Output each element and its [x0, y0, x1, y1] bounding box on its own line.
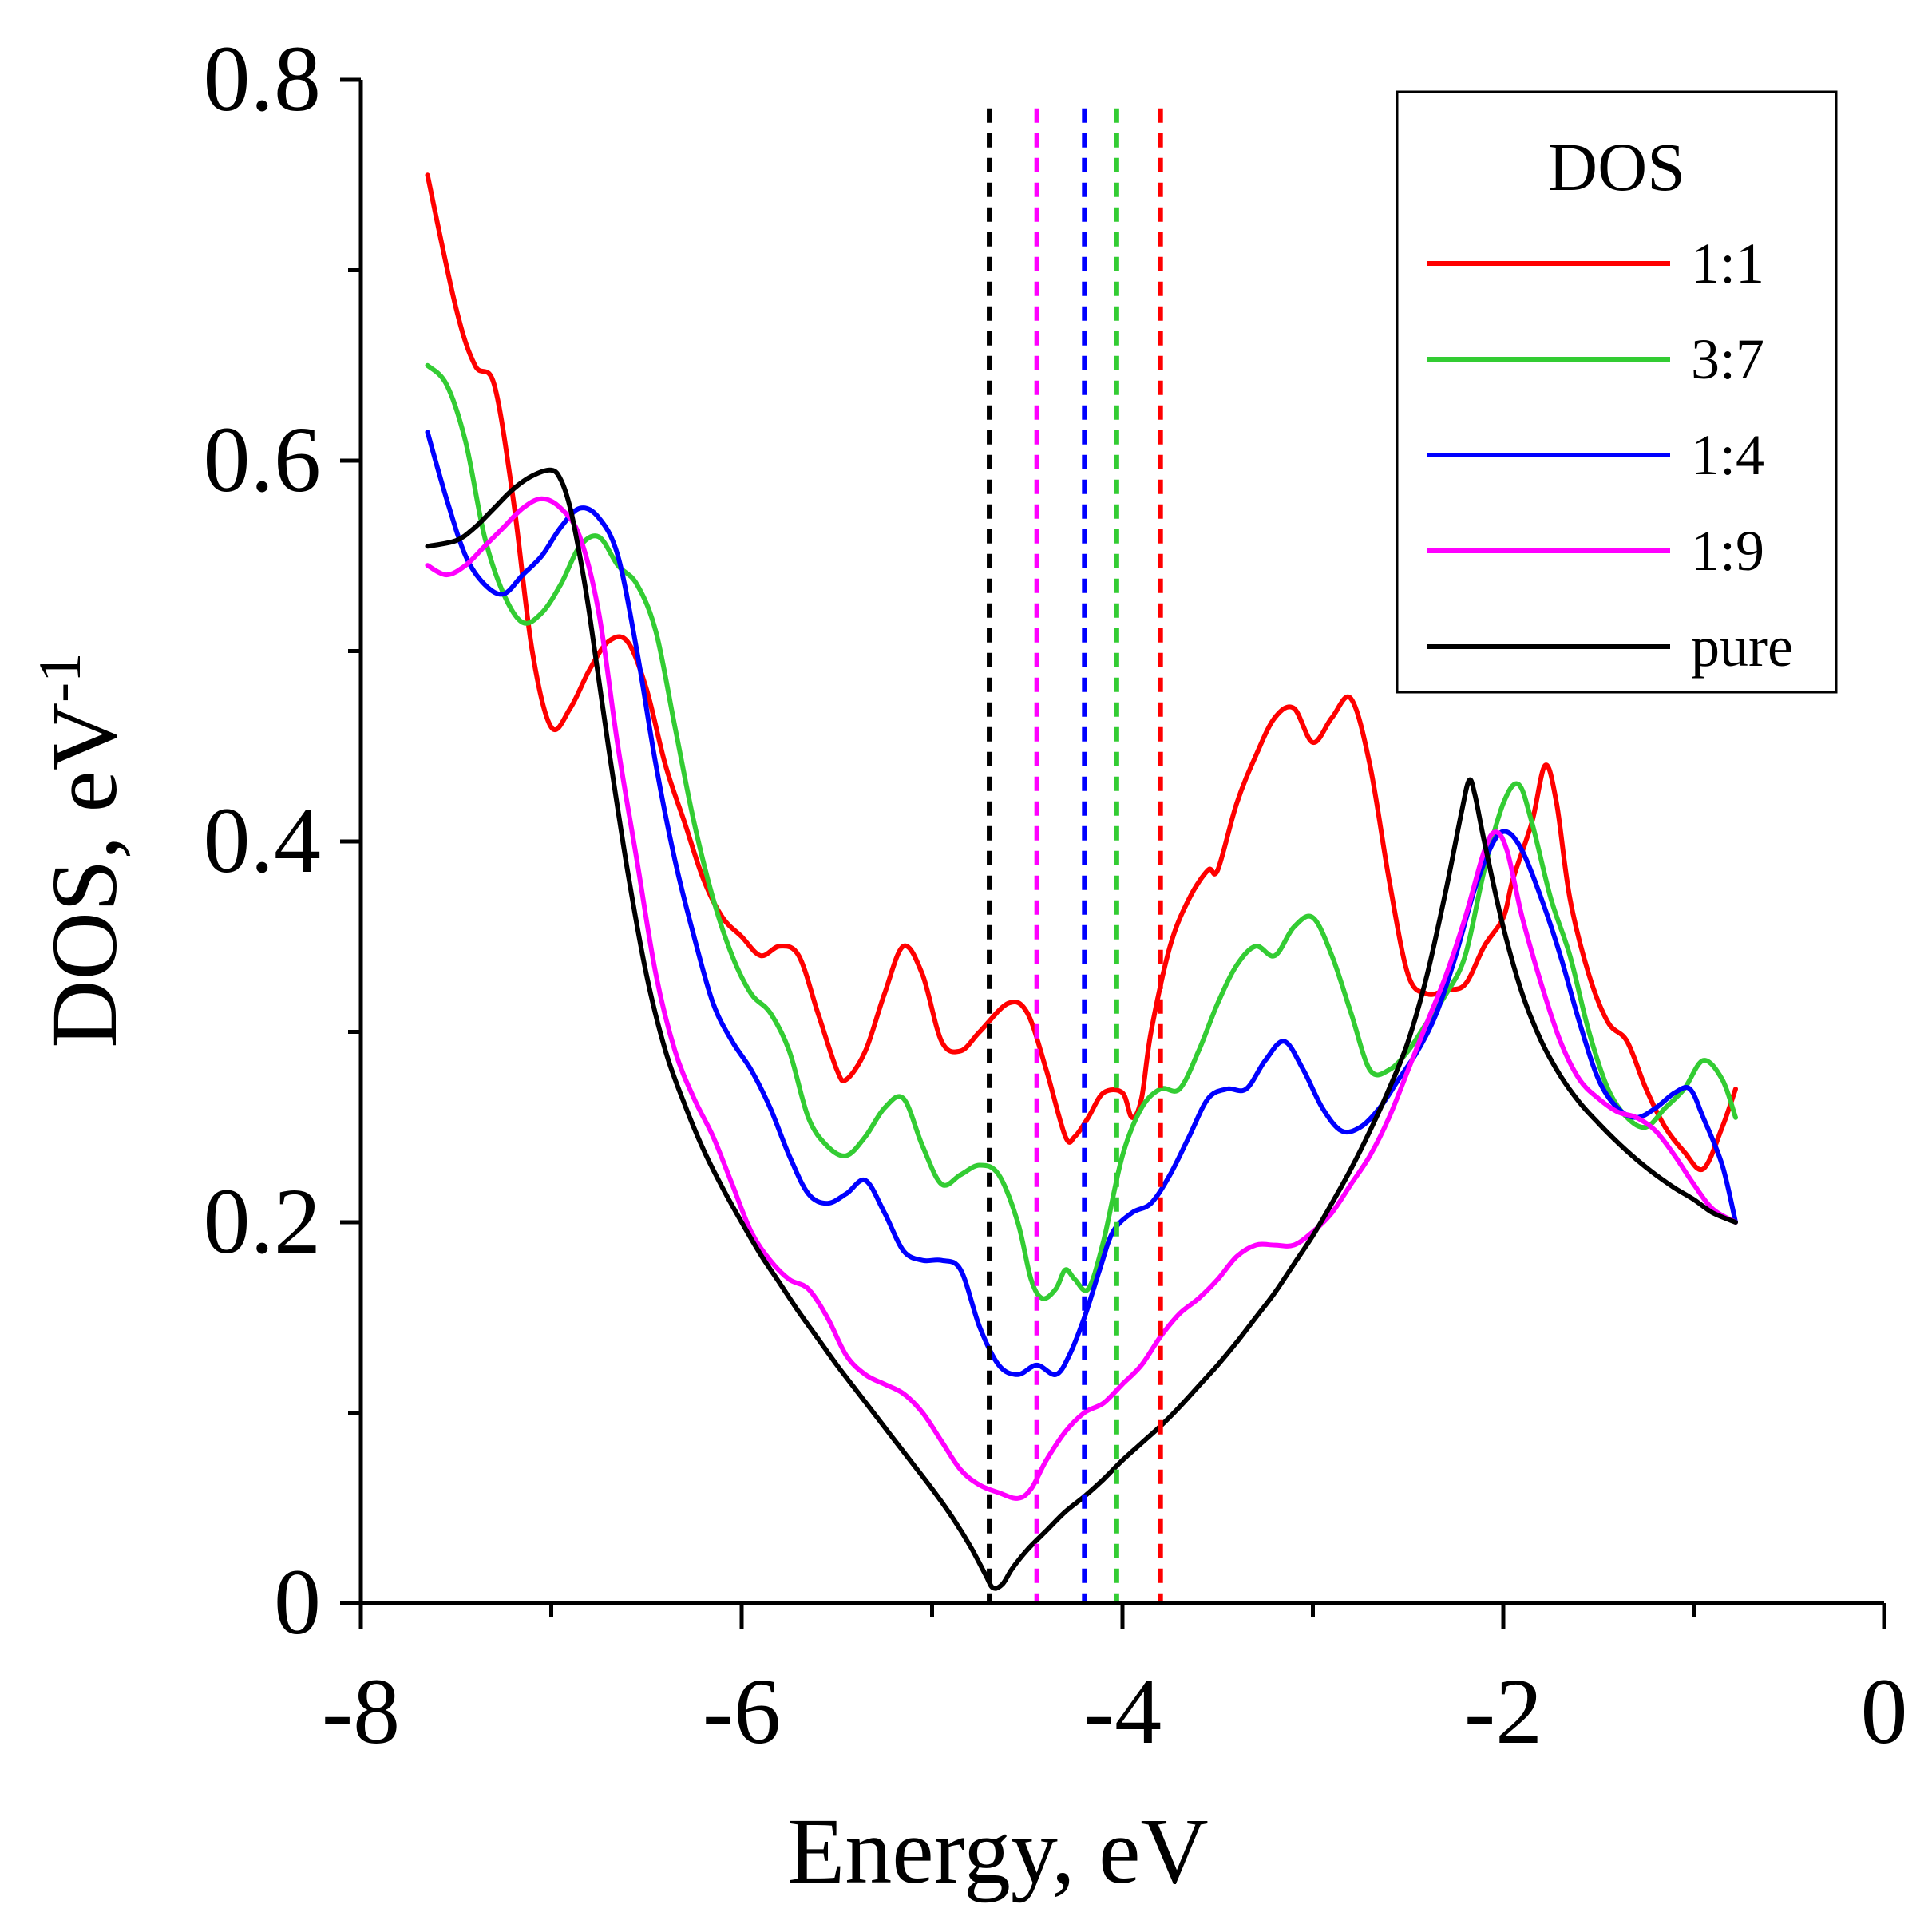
plot-area [425, 108, 1738, 1603]
legend-title: DOS [1548, 129, 1685, 205]
series-line-1-9 [425, 496, 1738, 1501]
y-axis-title-sup: -1 [27, 652, 93, 702]
y-tick-label: 0 [274, 1550, 321, 1654]
x-tick-label: -6 [703, 1659, 781, 1764]
series-line-pure [425, 467, 1738, 1591]
y-tick-label: 0.2 [204, 1169, 322, 1273]
x-axis-title: Energy, eV [787, 1799, 1209, 1903]
legend-label: 1:9 [1691, 519, 1764, 583]
legend-label: 3:7 [1691, 327, 1764, 391]
series-line-1-1 [425, 172, 1738, 1173]
x-tick-label: -4 [1083, 1659, 1162, 1764]
legend: DOS 1:1 3:7 1:4 1:9 pure [1396, 90, 1838, 694]
legend-box [1396, 90, 1838, 694]
y-tick-label: 0.6 [204, 407, 322, 512]
x-tick-label: -2 [1464, 1659, 1542, 1764]
legend-label: 1:4 [1691, 423, 1764, 487]
axes: 0 0.2 0.4 0.6 0.8 -8 -6 -4 -2 0 [204, 26, 1908, 1764]
x-tick-label: 0 [1861, 1659, 1908, 1764]
y-axis-title-main: DOS, eV [32, 703, 137, 1048]
legend-label: 1:1 [1691, 232, 1764, 295]
x-tick-label: -8 [322, 1659, 400, 1764]
y-tick-label: 0.8 [204, 26, 322, 131]
legend-label: pure [1691, 615, 1793, 679]
y-axis-title: DOS, eV-1 [27, 652, 137, 1047]
y-tick-label: 0.4 [204, 788, 322, 893]
series-line-1-4 [425, 430, 1738, 1377]
series-line-3-7 [425, 362, 1738, 1301]
axis-labels: Energy, eV DOS, eV-1 [27, 652, 1209, 1903]
